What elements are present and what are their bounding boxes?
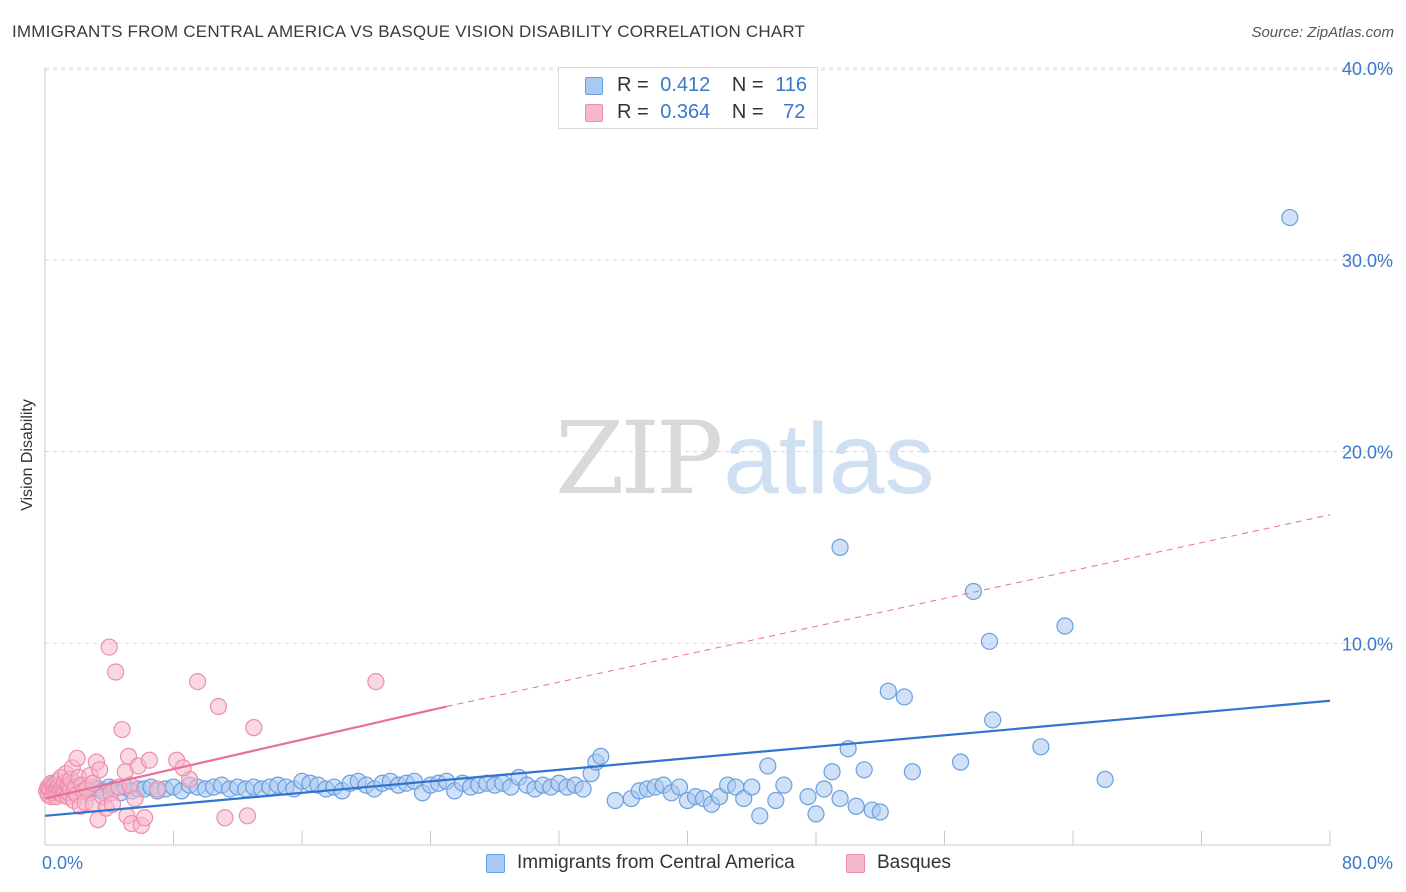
legend-swatch-pink [846,854,865,873]
point-basques [216,809,234,827]
legend-label: Basques [877,852,951,873]
x-tick-label-min: 0.0% [42,853,83,873]
r-value: 0.364 [660,101,711,123]
point-central-america [980,632,999,650]
r-value: 0.412 [660,74,711,96]
point-central-america [743,778,761,796]
point-central-america [984,711,1002,729]
point-central-america [903,763,921,781]
legend-swatch-pink [585,104,603,122]
watermark-atlas: atlas [723,403,935,515]
point-central-america [823,763,841,781]
y-tick-label: 30.0% [1342,251,1393,271]
point-central-america [775,776,793,794]
point-central-america [799,788,817,806]
point-basques [103,795,122,813]
source-label: Source: ZipAtlas.com [1251,24,1394,41]
point-basques [135,809,154,827]
n-value: 116 [775,74,808,96]
point-central-america [592,747,610,765]
watermark: ZIPatlas [555,400,935,517]
y-tick-label: 20.0% [1342,443,1393,463]
point-basques [107,663,125,681]
tick-labels: 10.0% 20.0% 30.0% 40.0% 0.0% 80.0% [42,59,1393,873]
point-central-america [670,778,689,796]
point-basques [91,761,109,779]
trend-extension-basques [446,514,1331,708]
n-label: N = [731,74,764,96]
n-value: 72 [783,101,806,123]
point-basques [245,719,263,737]
chart-title: IMMIGRANTS FROM CENTRAL AMERICA VS BASQU… [12,22,806,41]
y-tick-label: 40.0% [1342,59,1393,79]
point-central-america [759,757,777,775]
r-label: R = [617,74,649,96]
trend-line-central-america [44,699,1331,817]
point-basques [68,749,86,767]
watermark-zip: ZIP [555,400,723,517]
series-central-america-points [39,208,1299,825]
point-central-america [831,538,849,556]
r-label: R = [617,101,649,123]
point-central-america [847,797,865,815]
trend-line-basques [44,705,447,800]
point-central-america [1281,208,1299,227]
point-central-america [895,688,913,706]
point-central-america [1032,738,1050,756]
point-basques [188,672,207,691]
point-central-america [964,582,983,601]
y-tick-label: 10.0% [1342,634,1393,654]
point-central-america [871,803,889,821]
point-basques [238,807,256,825]
point-central-america [574,780,592,798]
point-central-america [951,753,970,771]
legend-label: Immigrants from Central America [517,852,795,873]
point-central-america [1056,617,1074,635]
point-basques [140,751,159,769]
correlation-legend: R = 0.412 N = 116 R = 0.364 N = 72 [558,67,818,129]
point-central-america [815,780,833,798]
point-central-america [606,791,624,810]
point-central-america [751,807,769,825]
point-basques [367,672,385,691]
axes [44,68,1331,846]
point-central-america [879,682,897,700]
gridlines [45,67,1395,644]
point-basques [100,638,118,656]
x-tick-label-max: 80.0% [1342,853,1393,873]
point-basques [209,697,228,716]
legend-swatch-blue [585,77,603,95]
point-basques [148,780,167,798]
n-label: N = [731,101,764,123]
point-central-america [855,761,873,779]
point-basques [126,789,144,808]
point-central-america [807,805,825,823]
legend-swatch-blue [486,854,505,873]
point-central-america [767,791,785,810]
point-basques [113,720,131,739]
point-central-america [1096,770,1114,788]
series-basques-points [38,638,385,835]
point-central-america [831,789,849,808]
trend-lines [44,514,1331,817]
